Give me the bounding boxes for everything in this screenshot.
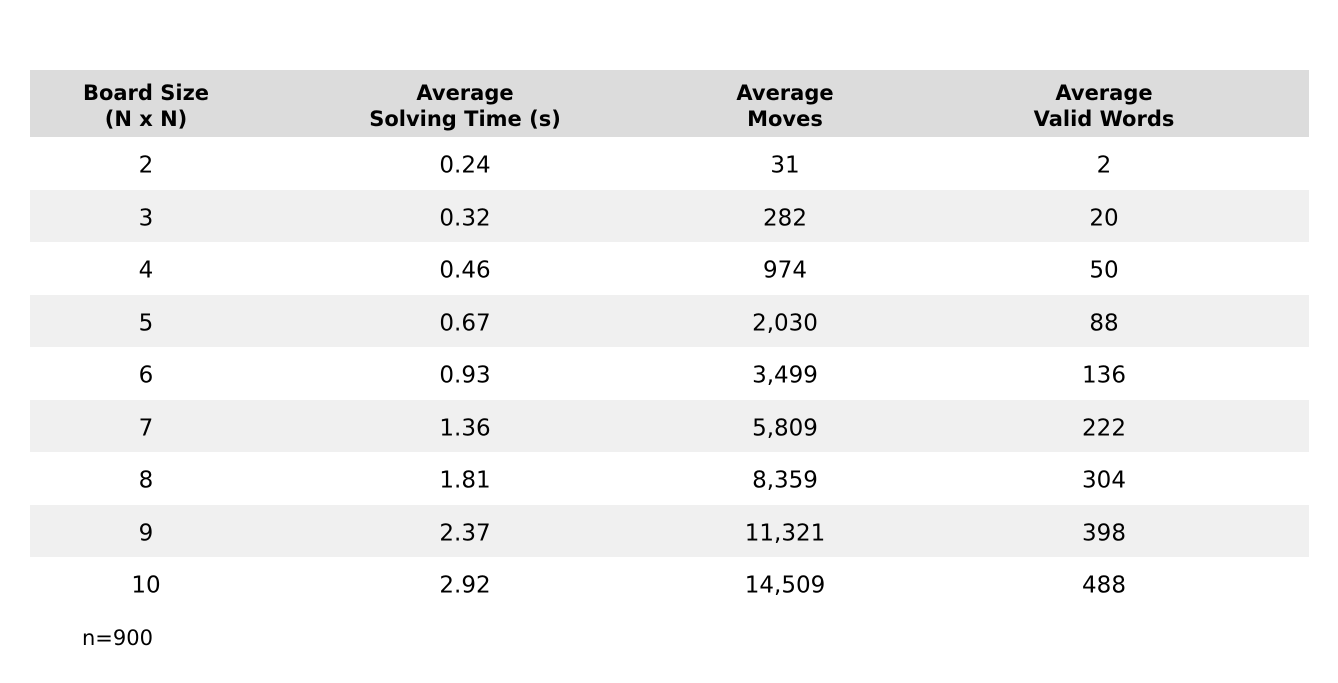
- table-cell: 136: [1082, 362, 1126, 389]
- table-cell: 10: [131, 572, 161, 599]
- column-header-1: Board Size (N x N): [83, 80, 209, 132]
- table-cell: 50: [1089, 257, 1119, 284]
- table-row: [30, 294, 1309, 347]
- table-cell: 3: [138, 205, 154, 232]
- sample-size-note: n=900: [82, 626, 153, 650]
- table-cell: 0.93: [439, 362, 491, 389]
- table-cell: 0.32: [439, 205, 491, 232]
- table-cell: 3,499: [752, 362, 818, 389]
- table-cell: 2,030: [752, 310, 818, 337]
- table-header: [30, 70, 1309, 137]
- table-row: [30, 399, 1309, 452]
- column-header-line: Board Size: [82, 81, 210, 105]
- table-row: [30, 347, 1309, 399]
- table-cell: 2: [138, 152, 154, 179]
- column-header-3: Average Moves: [736, 80, 833, 132]
- table-cell: 2: [1096, 152, 1112, 179]
- table-row: [30, 137, 1309, 189]
- table-cell: 398: [1082, 520, 1126, 547]
- column-header-4: Average Valid Words: [1034, 80, 1175, 132]
- column-header-line: Valid Words: [1033, 107, 1175, 131]
- table-row: [30, 504, 1309, 557]
- column-header-line: (N x N): [104, 107, 188, 131]
- column-header-line: Average: [1055, 81, 1153, 105]
- table-cell: 8,359: [752, 467, 818, 494]
- table-cell: 2.92: [439, 572, 491, 599]
- table-cell: 31: [770, 152, 800, 179]
- table-cell: 222: [1082, 415, 1126, 442]
- table-cell: 0.67: [439, 310, 491, 337]
- table-cell: 6: [138, 362, 154, 389]
- table-row: [30, 452, 1309, 504]
- table-cell: 5: [138, 310, 154, 337]
- table-cell: 8: [138, 467, 154, 494]
- column-header-line: Average: [736, 81, 834, 105]
- table-cell: 7: [138, 415, 154, 442]
- table-cell: 0.24: [439, 152, 491, 179]
- column-header-line: Average: [416, 81, 514, 105]
- table-row: [30, 242, 1309, 294]
- column-header-line: Solving Time (s): [369, 107, 561, 131]
- table-cell: 974: [763, 257, 807, 284]
- table-cell: 5,809: [752, 415, 818, 442]
- table-cell: 488: [1082, 572, 1126, 599]
- column-header-line: Moves: [747, 107, 823, 131]
- table-cell: 282: [763, 205, 807, 232]
- table-cell: 0.46: [439, 257, 491, 284]
- table-cell: 9: [138, 520, 154, 547]
- column-header-2: Average Solving Time (s): [369, 80, 561, 132]
- table-cell: 2.37: [439, 520, 491, 547]
- table-cell: 11,321: [744, 520, 826, 547]
- table-row: [30, 189, 1309, 242]
- table-cell: 1.81: [439, 467, 491, 494]
- table-cell: 20: [1089, 205, 1119, 232]
- table-cell: 304: [1082, 467, 1126, 494]
- table-cell: 14,509: [744, 572, 826, 599]
- table-row: [30, 557, 1309, 609]
- table-cell: 4: [138, 257, 154, 284]
- table-cell: 88: [1089, 310, 1119, 337]
- table-cell: 1.36: [439, 415, 491, 442]
